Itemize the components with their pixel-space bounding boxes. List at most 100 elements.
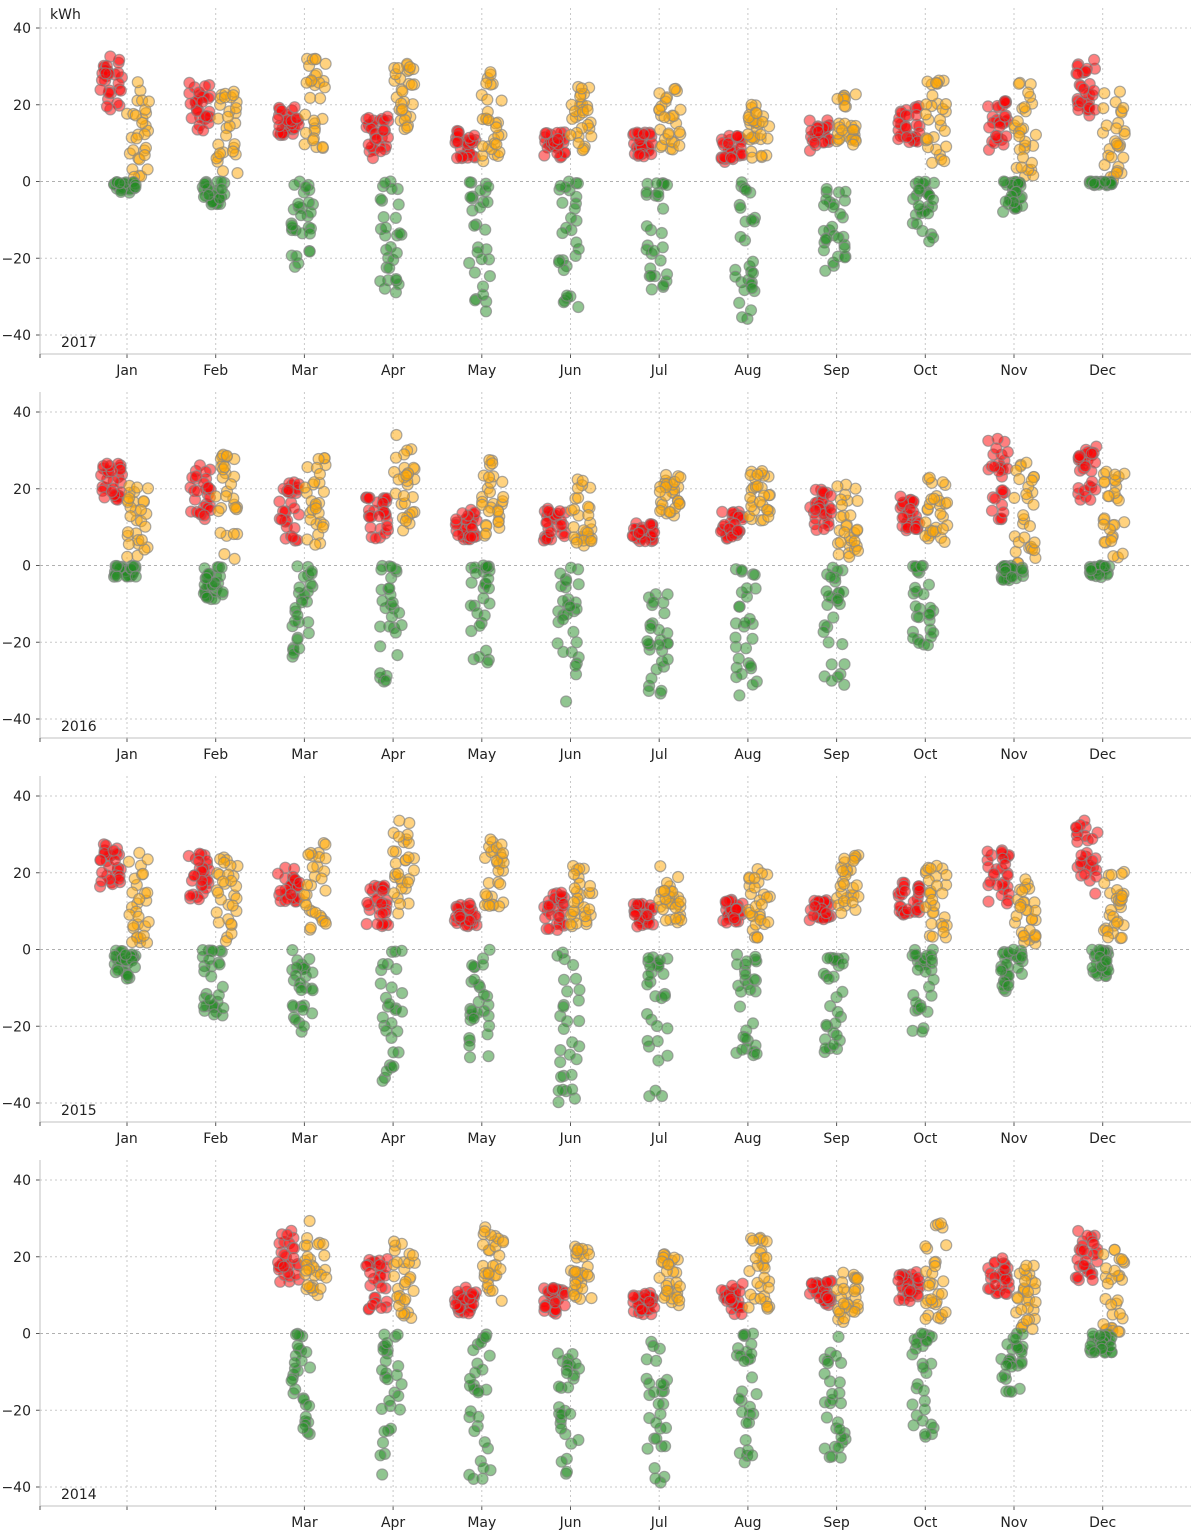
point-production	[1101, 931, 1115, 944]
series-production-oct	[919, 859, 953, 944]
point-production	[316, 140, 329, 154]
point-production	[583, 903, 596, 916]
point-production	[1019, 873, 1032, 886]
point-production	[403, 816, 416, 830]
series-production-jun	[565, 473, 598, 552]
point-net	[909, 600, 922, 613]
point-net	[832, 231, 845, 244]
point-production	[925, 156, 939, 169]
point-net	[468, 973, 481, 986]
point-production	[1110, 166, 1123, 179]
point-production	[141, 482, 155, 495]
point-consumption	[463, 897, 476, 910]
point-production	[1098, 158, 1111, 172]
point-net	[572, 1433, 585, 1447]
point-production	[919, 516, 932, 529]
point-net	[560, 289, 574, 302]
series-production-aug	[742, 465, 776, 527]
point-production	[392, 867, 405, 880]
point-net	[483, 1349, 496, 1362]
x-tick-label-may: May	[467, 1515, 496, 1530]
x-tick-label-sep: Sep	[823, 1131, 850, 1147]
point-production	[480, 77, 493, 90]
point-production	[309, 53, 322, 66]
point-production	[396, 85, 409, 98]
point-production	[851, 544, 865, 557]
point-net	[297, 1020, 310, 1033]
series-production-aug	[741, 98, 776, 164]
point-net	[658, 607, 671, 620]
point-production	[1110, 122, 1123, 135]
point-production	[486, 1284, 499, 1297]
point-net	[838, 241, 851, 254]
point-production	[758, 1271, 771, 1284]
y-tick-label: 40	[13, 789, 31, 805]
point-net	[825, 658, 838, 671]
point-consumption	[555, 518, 568, 532]
point-production	[304, 921, 317, 934]
series-net-may	[463, 176, 496, 318]
x-tick-label-jun: Jun	[559, 1131, 582, 1147]
point-production	[309, 906, 322, 919]
point-production	[653, 485, 667, 498]
series-production-sep	[830, 849, 865, 920]
point-consumption	[183, 76, 196, 90]
point-production	[482, 1267, 495, 1280]
point-net	[821, 1356, 835, 1370]
point-production	[927, 492, 941, 505]
y-tick-label: 20	[13, 866, 31, 882]
point-consumption	[381, 520, 394, 533]
point-consumption	[989, 1278, 1002, 1292]
point-net	[746, 266, 760, 280]
point-production	[1098, 876, 1111, 890]
series-production-mar	[298, 1214, 333, 1302]
point-net	[1084, 564, 1098, 577]
point-net	[551, 949, 564, 962]
point-production	[746, 1234, 760, 1247]
point-net	[820, 1018, 833, 1032]
y-tick-label: −40	[1, 328, 31, 344]
point-consumption	[998, 110, 1011, 123]
point-production	[132, 910, 145, 923]
x-tick-label-sep: Sep	[823, 747, 850, 763]
point-production	[582, 508, 595, 522]
point-net	[647, 1339, 660, 1353]
point-production	[1022, 86, 1035, 99]
point-net	[923, 607, 936, 621]
series-net-may	[463, 943, 496, 1064]
point-net	[915, 560, 928, 573]
point-production	[1110, 137, 1123, 150]
series-consumption-jun	[538, 126, 572, 164]
point-net	[1015, 950, 1028, 963]
point-production	[939, 1306, 952, 1319]
point-consumption	[272, 112, 285, 126]
point-net	[303, 227, 316, 240]
point-net	[653, 954, 667, 967]
point-production	[225, 917, 238, 931]
point-consumption	[370, 132, 383, 145]
point-production	[306, 861, 319, 874]
point-production	[934, 507, 947, 520]
point-production	[393, 814, 406, 827]
point-production	[1110, 916, 1124, 929]
point-net	[477, 288, 490, 301]
point-production	[1025, 474, 1038, 487]
point-production	[317, 1238, 330, 1251]
point-production	[401, 876, 414, 889]
point-production	[216, 165, 229, 178]
point-net	[286, 943, 299, 957]
point-consumption	[364, 1266, 377, 1279]
point-net	[830, 1029, 843, 1042]
point-production	[938, 535, 951, 549]
point-production	[136, 116, 149, 129]
series-net-dec	[1085, 943, 1115, 983]
point-consumption	[982, 895, 995, 908]
series-consumption-may	[449, 124, 482, 165]
point-net	[291, 560, 304, 573]
point-consumption	[553, 505, 566, 518]
point-net	[572, 578, 585, 591]
point-consumption	[366, 152, 379, 165]
point-net	[734, 230, 747, 244]
point-production	[1016, 151, 1030, 164]
point-production	[392, 61, 405, 75]
